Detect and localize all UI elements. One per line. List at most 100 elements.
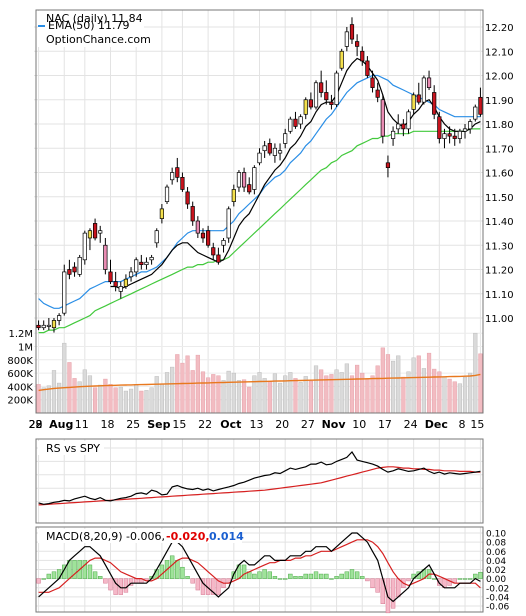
volume-bar <box>51 370 57 414</box>
volume-bar <box>462 376 468 414</box>
candle <box>308 92 313 110</box>
candle <box>293 111 298 129</box>
volume-bar <box>334 369 339 414</box>
candle <box>452 128 457 146</box>
volume-bar <box>426 352 432 414</box>
macd-histogram-bar <box>354 571 360 579</box>
candle <box>221 237 226 253</box>
candle <box>149 254 154 265</box>
macd-histogram-bar <box>288 573 293 579</box>
candle <box>123 274 129 289</box>
volume-bar <box>216 375 221 414</box>
macd-histogram-bar <box>324 573 329 579</box>
date-axis-label: Dec <box>425 418 448 431</box>
candle <box>72 262 77 277</box>
macd-histogram-bar <box>169 555 175 579</box>
date-axis-label: 22 <box>29 418 43 431</box>
macd-axis-label: 0.10 <box>486 530 506 540</box>
candle-body <box>442 133 447 139</box>
price-axis-label: 11.50 <box>485 193 514 204</box>
candle <box>190 201 195 226</box>
candle-body <box>164 186 170 202</box>
macd-histogram-bar <box>467 578 473 580</box>
macd-histogram-bar <box>478 571 483 579</box>
macd-histogram-bar <box>241 564 247 579</box>
candle <box>283 128 288 149</box>
volume-bar <box>236 380 242 414</box>
macd-histogram-bar <box>282 578 288 580</box>
price-axis-label: 11.70 <box>485 144 514 155</box>
candle <box>401 119 406 137</box>
candle-body <box>344 31 349 47</box>
candle-body <box>46 324 51 327</box>
volume-bar <box>478 353 483 414</box>
macd-histogram-bar <box>41 578 46 580</box>
candle-body <box>195 220 200 234</box>
date-axis-label: 13 <box>250 418 264 431</box>
candle-body <box>257 152 262 164</box>
candle <box>87 228 93 251</box>
volume-bar <box>113 387 118 414</box>
macd-histogram-bar <box>370 578 375 588</box>
macd-histogram-bar <box>313 571 319 579</box>
candle <box>175 157 180 183</box>
candle-body <box>283 133 288 144</box>
volume-axis-label: 1.2M <box>8 329 33 340</box>
volume-bar <box>339 372 344 414</box>
candle <box>426 70 432 91</box>
candle <box>385 155 391 178</box>
candle-body <box>324 92 329 101</box>
candle <box>267 138 272 156</box>
macd-histogram-bar <box>277 578 283 580</box>
candle-body <box>339 50 344 69</box>
macd-histogram-bar <box>303 573 308 579</box>
volume-bar <box>98 384 103 414</box>
price-axis-label: 12.00 <box>485 72 514 83</box>
candle-body <box>349 24 355 40</box>
macd-histogram-bar <box>262 569 267 579</box>
candle <box>118 281 123 299</box>
macd-histogram-bar <box>360 576 365 579</box>
volume-bar <box>128 388 134 414</box>
date-axis-label: Oct <box>220 418 241 431</box>
candle-body <box>370 77 375 88</box>
volume-bar <box>170 366 175 414</box>
candle-body <box>437 116 442 139</box>
candle-body <box>236 172 242 188</box>
candle-body <box>298 116 303 125</box>
macd-histogram-bar <box>365 578 370 582</box>
volume-bar <box>447 378 452 414</box>
date-axis-label: Aug <box>49 418 73 431</box>
candle-body <box>206 230 211 246</box>
candle <box>411 92 416 115</box>
candle <box>128 267 134 282</box>
volume-bar <box>421 368 427 414</box>
candle-body <box>211 247 216 256</box>
candle <box>41 320 46 331</box>
price-axis-label: 11.00 <box>485 314 514 325</box>
candle <box>144 257 149 270</box>
candle-body <box>221 240 226 246</box>
date-axis-label: 10 <box>352 418 366 431</box>
candle <box>447 126 452 144</box>
macd-histogram-bar <box>272 576 278 579</box>
volume-bar <box>154 376 159 414</box>
macd-histogram-bar <box>216 578 221 595</box>
candlesticks <box>36 17 483 333</box>
volume-bar <box>308 380 313 414</box>
volume-bar <box>355 364 360 414</box>
candle-body <box>319 82 324 93</box>
date-axis-label: 22 <box>198 418 212 431</box>
volume-bar <box>82 369 87 414</box>
candle <box>473 104 478 122</box>
price-axis-label: 11.90 <box>485 96 514 107</box>
candle-body <box>134 259 139 273</box>
candle-body <box>277 150 283 154</box>
candle-body <box>82 232 87 261</box>
candle <box>82 230 87 265</box>
macd-axis-label: 0.00 <box>486 575 506 585</box>
macd-histogram-bar <box>308 573 314 579</box>
candle <box>195 216 200 238</box>
candle-body <box>123 278 129 287</box>
macd-histogram-bar <box>375 578 380 593</box>
